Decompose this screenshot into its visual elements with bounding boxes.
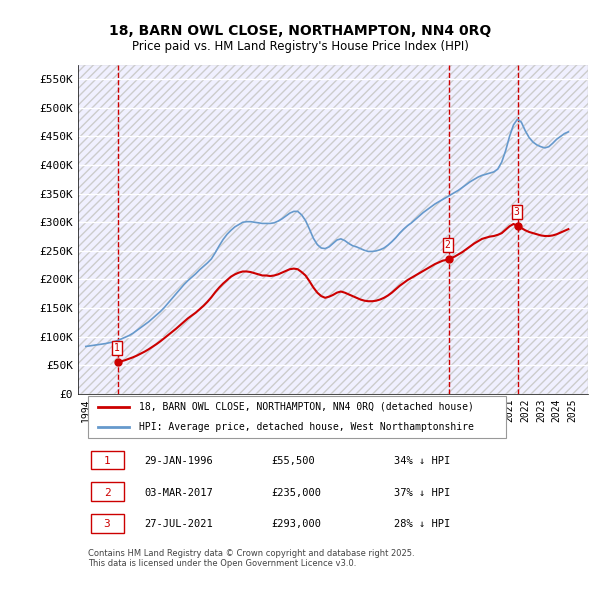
Text: 03-MAR-2017: 03-MAR-2017 xyxy=(145,488,213,497)
Text: 3: 3 xyxy=(104,519,110,529)
Text: 34% ↓ HPI: 34% ↓ HPI xyxy=(394,456,451,466)
Text: 18, BARN OWL CLOSE, NORTHAMPTON, NN4 0RQ: 18, BARN OWL CLOSE, NORTHAMPTON, NN4 0RQ xyxy=(109,24,491,38)
FancyBboxPatch shape xyxy=(91,451,124,470)
Text: Price paid vs. HM Land Registry's House Price Index (HPI): Price paid vs. HM Land Registry's House … xyxy=(131,40,469,53)
Text: 28% ↓ HPI: 28% ↓ HPI xyxy=(394,519,451,529)
Text: 2: 2 xyxy=(104,488,110,497)
Text: £235,000: £235,000 xyxy=(272,488,322,497)
Text: 18, BARN OWL CLOSE, NORTHAMPTON, NN4 0RQ (detached house): 18, BARN OWL CLOSE, NORTHAMPTON, NN4 0RQ… xyxy=(139,402,474,412)
Text: 37% ↓ HPI: 37% ↓ HPI xyxy=(394,488,451,497)
Text: 3: 3 xyxy=(514,207,520,217)
Text: 2: 2 xyxy=(445,240,451,250)
Text: 1: 1 xyxy=(104,456,110,466)
Text: £293,000: £293,000 xyxy=(272,519,322,529)
Text: HPI: Average price, detached house, West Northamptonshire: HPI: Average price, detached house, West… xyxy=(139,422,474,432)
Text: 29-JAN-1996: 29-JAN-1996 xyxy=(145,456,213,466)
Text: 27-JUL-2021: 27-JUL-2021 xyxy=(145,519,213,529)
Text: 1: 1 xyxy=(114,343,119,353)
Text: £55,500: £55,500 xyxy=(272,456,316,466)
FancyBboxPatch shape xyxy=(88,396,506,438)
FancyBboxPatch shape xyxy=(91,482,124,501)
FancyBboxPatch shape xyxy=(91,514,124,533)
Text: Contains HM Land Registry data © Crown copyright and database right 2025.
This d: Contains HM Land Registry data © Crown c… xyxy=(88,549,415,568)
